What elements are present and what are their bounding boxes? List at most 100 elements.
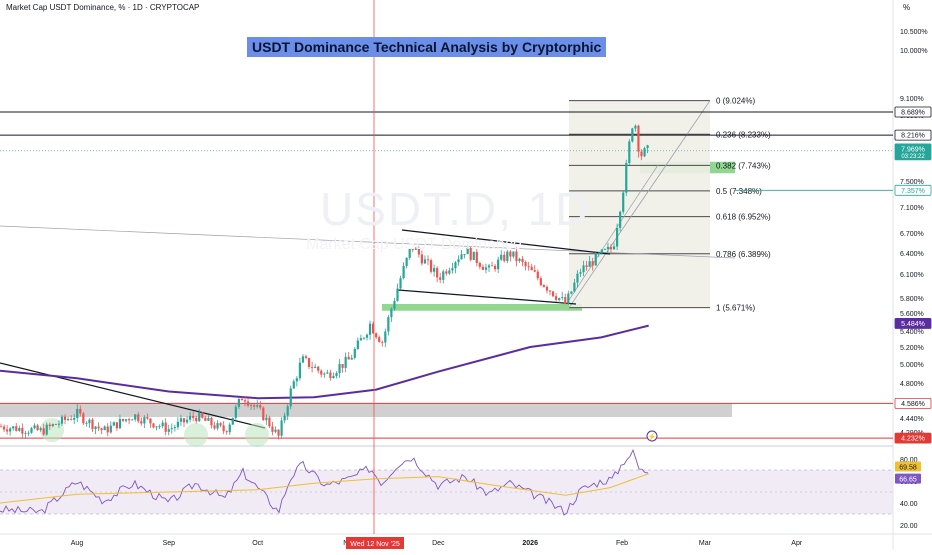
candle-body: [640, 151, 643, 157]
descending-trendline: [0, 362, 266, 429]
price-label-text: 8.216%: [901, 133, 925, 140]
rsi-ma-line: [0, 473, 649, 504]
rsi-axis-tick: 20.00: [900, 523, 918, 530]
candle-body: [54, 424, 57, 425]
price-label-bg: [894, 106, 932, 118]
candle-body: [539, 278, 542, 286]
candle-body: [73, 417, 76, 420]
candle-body: [256, 405, 259, 407]
candle-body: [634, 125, 637, 129]
price-label-text: 7.969%: [901, 146, 925, 153]
candle-body: [484, 267, 488, 270]
candle-body: [335, 372, 338, 377]
candle-body: [292, 381, 295, 389]
candle-body: [454, 262, 457, 269]
candle-body: [94, 426, 97, 430]
candle-body: [179, 418, 183, 422]
candle-body: [564, 297, 567, 304]
candle-body: [204, 417, 207, 421]
candle-body: [240, 398, 244, 401]
percent-scale-button[interactable]: %: [903, 3, 911, 12]
candle-body: [417, 248, 420, 255]
candle-body: [192, 416, 195, 418]
time-axis-label: Feb: [616, 540, 628, 547]
candle-body: [30, 428, 33, 433]
candle-body: [97, 426, 100, 429]
lightning-icon[interactable]: [646, 430, 658, 442]
symbol-header[interactable]: Market Cap USDT Dominance, % · 1D · CRYP…: [6, 3, 200, 12]
resistance-zone: [0, 403, 732, 417]
candle-body: [509, 251, 512, 257]
fib-level-label: 0.5 (7.348%): [716, 187, 762, 196]
candle-body: [85, 423, 88, 424]
support-zone: [382, 304, 582, 311]
candle-body: [222, 425, 225, 432]
candle-body: [48, 424, 51, 427]
candle-body: [408, 248, 411, 258]
candle-body: [442, 271, 445, 280]
candle-body: [506, 251, 509, 261]
candle-body: [466, 247, 469, 255]
rsi-value-bg: [895, 461, 921, 472]
candle-body: [494, 265, 497, 270]
candle-body: [161, 422, 164, 427]
candle-body: [542, 285, 545, 287]
candle-body: [414, 248, 417, 250]
price-axis-tick: 7.500%: [900, 179, 924, 186]
candle-body: [231, 417, 234, 425]
watermark-ticker: USDT.D, 1D: [320, 183, 591, 235]
candle-body: [555, 296, 558, 300]
candle-body: [15, 426, 18, 431]
candle-body: [320, 370, 323, 375]
rising-trendline: [568, 164, 659, 301]
candle-body: [384, 331, 387, 343]
candle-body: [448, 270, 451, 274]
candle-body: [512, 251, 515, 257]
price-label-bg: [894, 397, 932, 409]
candle-body: [176, 421, 179, 428]
time-axis-label: 2026: [522, 540, 538, 547]
candle-body: [457, 259, 460, 263]
candle-body: [18, 427, 21, 431]
candle-body: [585, 265, 588, 267]
candle-body: [201, 412, 204, 418]
candle-body: [545, 286, 549, 291]
candle-body: [60, 416, 64, 424]
fib-level-label: 0 (9.024%): [716, 97, 755, 106]
candle-body: [128, 419, 131, 421]
candle-body: [622, 192, 625, 212]
candle-body: [182, 418, 186, 423]
price-axis-tick: 6.100%: [900, 272, 924, 279]
price-axis-tick: 7.100%: [900, 205, 924, 212]
candle-body: [0, 426, 3, 428]
candle-body: [643, 148, 646, 157]
candle-body: [475, 251, 478, 263]
candle-body: [237, 398, 240, 407]
candle-body: [469, 247, 472, 260]
candle-body: [307, 357, 311, 368]
candle-body: [338, 364, 341, 373]
price-axis-tick: 5.400%: [900, 329, 924, 336]
candle-body: [118, 418, 122, 429]
candle-body: [286, 406, 289, 416]
candle-body: [603, 249, 606, 250]
rsi-value-text: 66.65: [899, 477, 917, 484]
candle-body: [121, 418, 125, 421]
candle-body: [274, 429, 277, 432]
candle-body: [619, 211, 622, 228]
layer-fib: 0 (9.024%)0.236 (8.233%)0.382 (7.743%)0.…: [568, 97, 771, 313]
candle-body: [134, 414, 137, 420]
candle-body: [378, 337, 381, 343]
candle-body: [301, 356, 305, 363]
layer-rsi: [0, 448, 893, 516]
candle-body: [39, 428, 42, 431]
candle-body: [103, 426, 106, 431]
candle-body: [268, 417, 271, 427]
candle-body: [503, 254, 506, 261]
candle-body: [356, 340, 359, 349]
rsi-value-bg: [895, 473, 921, 484]
price-label-text: 7.357%: [901, 188, 925, 195]
candle-body: [311, 367, 314, 368]
price-label-text: 4.586%: [901, 401, 925, 408]
